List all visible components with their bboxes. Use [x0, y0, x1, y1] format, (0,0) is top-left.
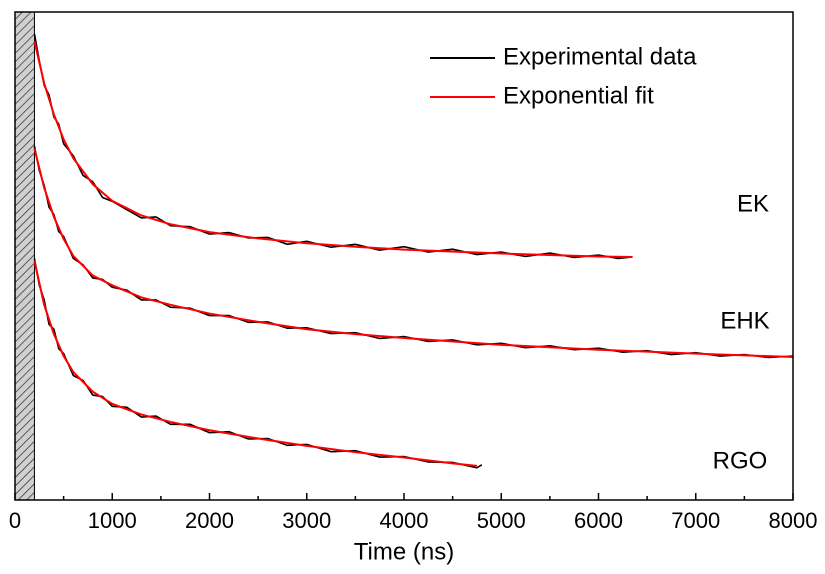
x-tick-label: 0 — [9, 508, 21, 533]
x-tick-label: 2000 — [185, 508, 234, 533]
x-tick-label: 6000 — [574, 508, 623, 533]
x-tick-label: 8000 — [769, 508, 818, 533]
fit-line — [33, 260, 478, 467]
plot-frame — [14, 11, 794, 501]
x-tick-label: 7000 — [671, 508, 720, 533]
x-tick-label: 5000 — [477, 508, 526, 533]
x-axis-label: Time (ns) — [354, 538, 454, 565]
x-tick-label: 4000 — [380, 508, 429, 533]
x-tick-label: 3000 — [282, 508, 331, 533]
shaded-region — [14, 11, 35, 501]
fit-line — [33, 41, 633, 258]
legend-label: Experimental data — [503, 43, 697, 70]
data-line — [33, 258, 483, 469]
curve-label: RGO — [713, 447, 768, 474]
data-line — [33, 33, 633, 260]
curve-label: EHK — [720, 307, 769, 334]
x-tick-label: 1000 — [88, 508, 137, 533]
legend-label: Exponential fit — [503, 82, 654, 109]
curve-label: EK — [737, 190, 769, 217]
data-line — [33, 146, 794, 359]
fit-line — [33, 148, 794, 359]
